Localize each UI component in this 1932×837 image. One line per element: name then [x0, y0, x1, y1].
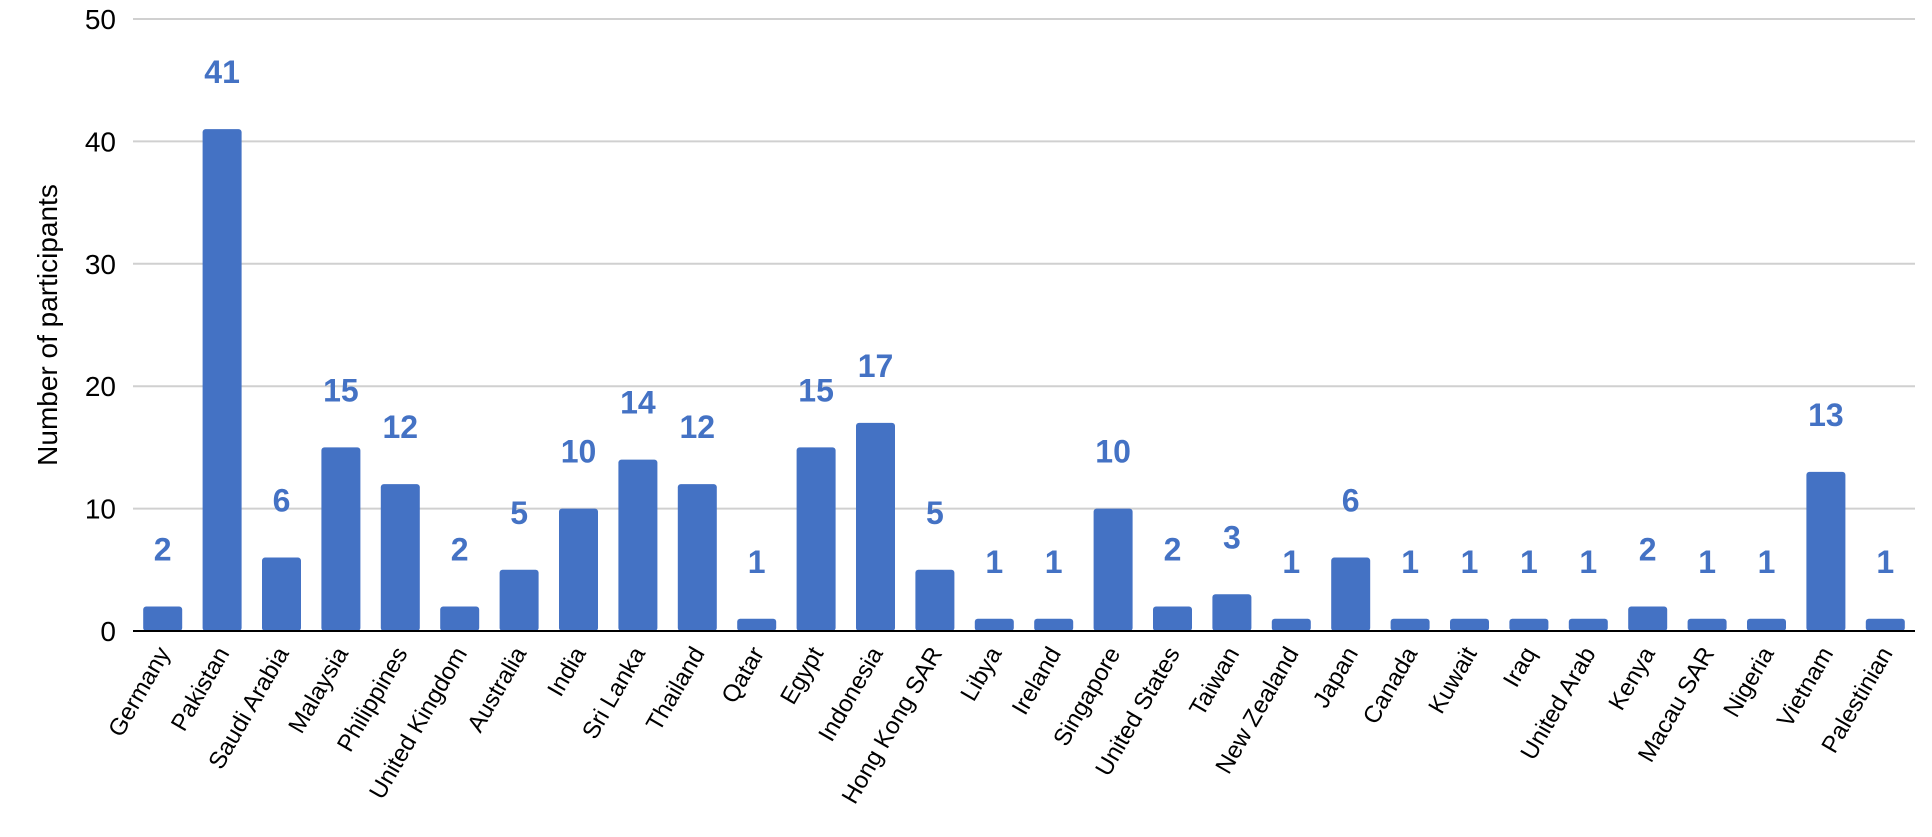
bar — [1628, 606, 1668, 631]
data-label: 1 — [748, 544, 766, 580]
bar — [380, 484, 420, 631]
data-label: 12 — [680, 409, 716, 445]
bar — [737, 618, 777, 631]
data-label: 2 — [1639, 532, 1657, 568]
grid-lines — [133, 18, 1915, 510]
x-tick-label: Nigeria — [1718, 642, 1780, 722]
bar — [915, 569, 955, 631]
data-label: 1 — [1282, 544, 1300, 580]
bar — [1747, 618, 1786, 631]
bar — [440, 606, 480, 631]
data-label: 1 — [1579, 544, 1597, 580]
bar — [677, 484, 717, 631]
y-tick-label: 20 — [85, 371, 116, 402]
bar — [1271, 618, 1311, 631]
bar — [1331, 557, 1371, 631]
data-label: 15 — [798, 372, 834, 408]
x-tick-label: Iraq — [1498, 643, 1542, 692]
bar — [143, 606, 183, 631]
data-label: 1 — [985, 544, 1003, 580]
x-tick-label: Vietnam — [1772, 643, 1839, 732]
data-label: 15 — [323, 372, 359, 408]
data-label: 5 — [926, 495, 944, 531]
bar — [1153, 606, 1192, 631]
bar — [1390, 618, 1430, 631]
data-label: 6 — [273, 483, 291, 519]
bar — [1806, 471, 1846, 631]
bar — [202, 129, 242, 631]
bar — [1687, 618, 1727, 631]
bar — [499, 569, 539, 631]
data-label: 1 — [1520, 544, 1538, 580]
data-label: 12 — [383, 409, 419, 445]
x-tick-label: Kenya — [1603, 642, 1661, 715]
data-label: 2 — [451, 532, 469, 568]
data-label: 6 — [1342, 483, 1360, 519]
data-label: 1 — [1698, 544, 1716, 580]
bar — [1568, 618, 1608, 631]
data-label: 1 — [1758, 544, 1776, 580]
data-label: 1 — [1045, 544, 1063, 580]
x-tick-label: Ireland — [1007, 643, 1067, 720]
y-tick-label: 50 — [85, 4, 116, 35]
x-tick-label: Germany — [103, 643, 176, 742]
bars — [143, 129, 1905, 631]
data-label: 2 — [154, 532, 172, 568]
x-tick-label: Thailand — [641, 643, 710, 736]
data-label: 5 — [510, 495, 528, 531]
y-tick-label: 30 — [85, 249, 116, 280]
data-label: 2 — [1164, 532, 1182, 568]
y-tick-label: 40 — [85, 126, 116, 157]
x-tick-label: Taiwan — [1184, 643, 1245, 721]
x-tick-label: Egypt — [775, 642, 829, 709]
data-label: 13 — [1808, 397, 1844, 433]
x-tick-label: Libya — [955, 642, 1007, 706]
bar — [1450, 618, 1489, 631]
data-label: 3 — [1223, 519, 1241, 555]
y-tick-label: 0 — [100, 616, 116, 647]
data-label: 1 — [1461, 544, 1479, 580]
bar — [559, 508, 598, 631]
bar — [1509, 618, 1549, 631]
y-tick-labels: 0 10 20 30 40 50 — [85, 4, 116, 647]
bar — [1034, 618, 1074, 631]
bar — [262, 557, 301, 631]
data-label: 10 — [1095, 434, 1131, 470]
data-label: 1 — [1876, 544, 1894, 580]
y-axis-title: Number of participants — [32, 184, 63, 466]
bar — [1865, 618, 1905, 631]
data-label: 1 — [1401, 544, 1419, 580]
x-tick-label: India — [542, 642, 592, 701]
data-label: 14 — [620, 385, 656, 421]
data-label: 10 — [561, 434, 597, 470]
y-tick-label: 10 — [85, 494, 116, 525]
bar — [796, 447, 836, 631]
data-label: 41 — [204, 54, 240, 90]
bar — [974, 618, 1014, 631]
bar — [1212, 594, 1252, 631]
bar — [1093, 508, 1133, 631]
data-label: 17 — [858, 348, 894, 384]
x-tick-label: Qatar — [716, 643, 769, 708]
x-tick-label: Japan — [1308, 643, 1364, 713]
bar — [321, 447, 361, 631]
bar — [856, 422, 895, 631]
bar — [618, 459, 658, 631]
x-tick-label: Canada — [1358, 642, 1424, 729]
x-tick-label: Kuwait — [1423, 642, 1483, 718]
